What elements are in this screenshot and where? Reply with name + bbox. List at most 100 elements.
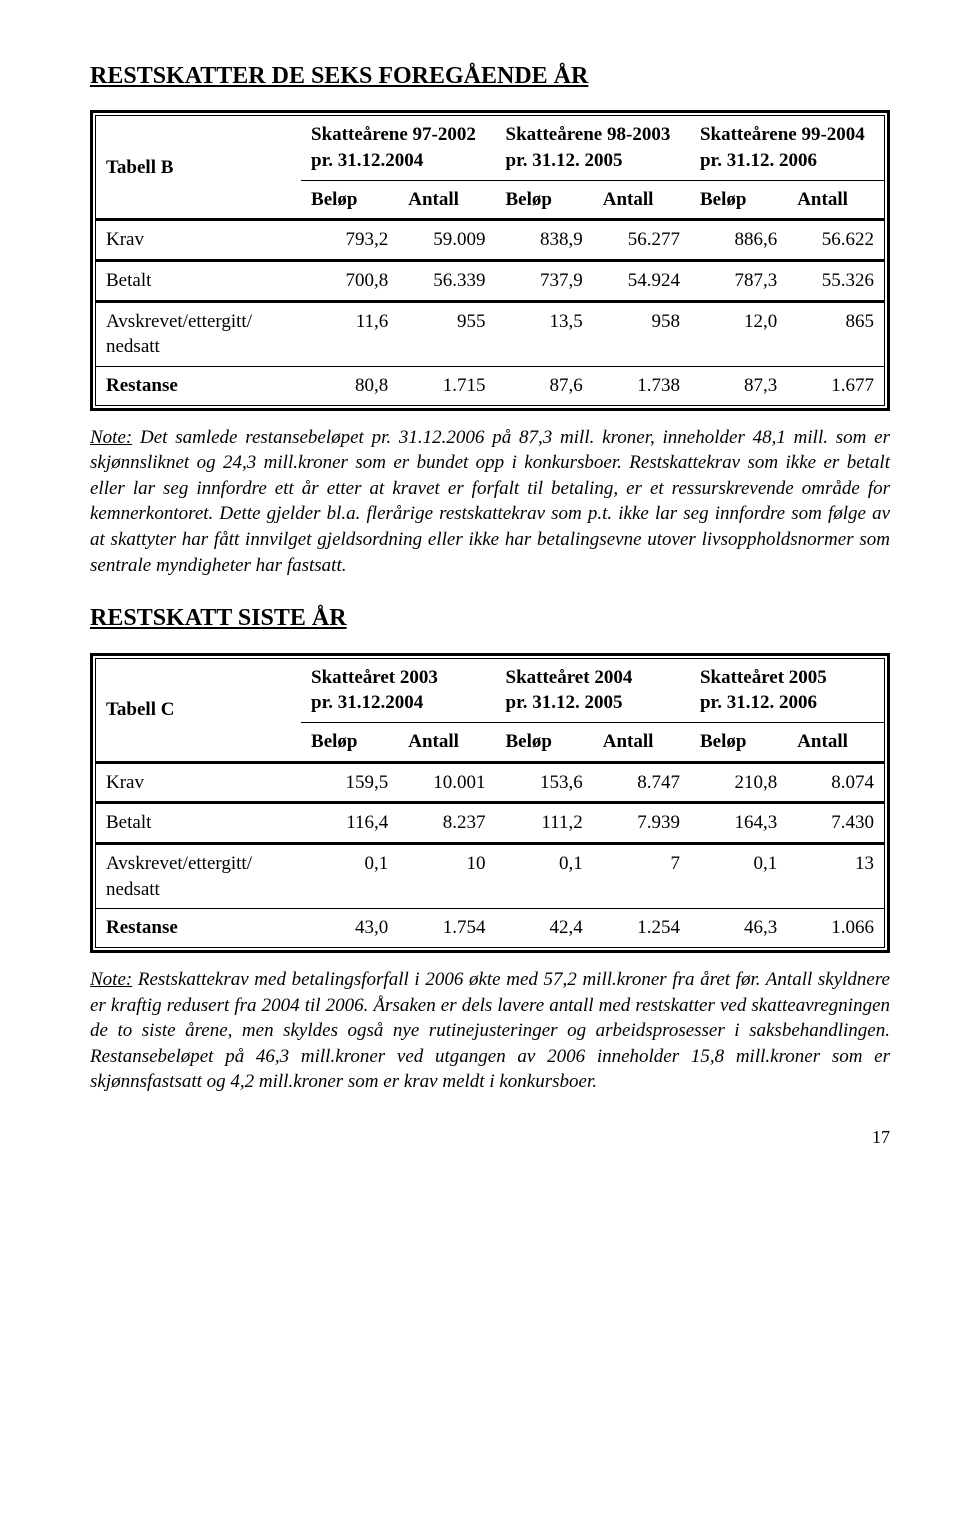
cell: 54.924 [593, 260, 690, 301]
subheader: Antall [398, 180, 495, 220]
row-label-bold: Restanse [106, 375, 178, 396]
period-col: Skatteårene 99-2004 pr. 31.12. 2006 [690, 116, 885, 180]
cell: 8.237 [398, 803, 495, 844]
cell: 8.074 [787, 762, 884, 803]
period-line1: Skatteåret 2003 [311, 667, 438, 688]
table-row: Avskrevet/ettergitt/ nedsatt 11,6 955 13… [96, 301, 885, 366]
cell: 7 [593, 843, 690, 908]
period-line1: Skatteårene 98-2003 [506, 124, 671, 145]
table-row: Avskrevet/ettergitt/ nedsatt 0,1 10 0,1 … [96, 843, 885, 908]
row-label: Betalt [96, 260, 302, 301]
period-col: Skatteåret 2003 pr. 31.12.2004 [301, 658, 495, 722]
cell: 55.326 [787, 260, 884, 301]
cell: 210,8 [690, 762, 787, 803]
period-line2: pr. 31.12.2004 [311, 150, 423, 171]
cell: 1.066 [787, 909, 884, 948]
table-c-outer: Tabell C Skatteåret 2003 pr. 31.12.2004 … [90, 653, 890, 953]
cell: 1.715 [398, 366, 495, 405]
period-line2: pr. 31.12.2004 [311, 692, 423, 713]
row-label-bold: Restanse [106, 917, 178, 938]
cell: 10.001 [398, 762, 495, 803]
period-col: Skatteåret 2005 pr. 31.12. 2006 [690, 658, 885, 722]
table-row: Krav 793,2 59.009 838,9 56.277 886,6 56.… [96, 220, 885, 261]
table-row: Betalt 116,4 8.237 111,2 7.939 164,3 7.4… [96, 803, 885, 844]
cell: 1.738 [593, 366, 690, 405]
cell: 0,1 [301, 843, 398, 908]
cell: 56.622 [787, 220, 884, 261]
table-row: Restanse 80,8 1.715 87,6 1.738 87,3 1.67… [96, 366, 885, 405]
cell: 700,8 [301, 260, 398, 301]
subheader: Antall [787, 723, 884, 763]
table-corner: Tabell B [96, 116, 302, 220]
cell: 865 [787, 301, 884, 366]
table-row: Restanse 43,0 1.754 42,4 1.254 46,3 1.06… [96, 909, 885, 948]
cell: 13,5 [496, 301, 593, 366]
period-line1: Skatteåret 2005 [700, 667, 827, 688]
cell: 955 [398, 301, 495, 366]
period-line2: pr. 31.12. 2005 [506, 150, 623, 171]
cell: 116,4 [301, 803, 398, 844]
cell: 153,6 [496, 762, 593, 803]
period-col: Skatteåret 2004 pr. 31.12. 2005 [496, 658, 690, 722]
cell: 111,2 [496, 803, 593, 844]
row-label: Restanse [96, 366, 302, 405]
row-label: Avskrevet/ettergitt/ nedsatt [96, 301, 302, 366]
subheader: Beløp [496, 180, 593, 220]
period-line1: Skatteåret 2004 [506, 667, 633, 688]
cell: 8.747 [593, 762, 690, 803]
cell: 46,3 [690, 909, 787, 948]
note-body: Restskattekrav med betalingsforfall i 20… [90, 969, 890, 1093]
subheader: Beløp [496, 723, 593, 763]
table-b: Tabell B Skatteårene 97-2002 pr. 31.12.2… [95, 115, 885, 405]
cell: 42,4 [496, 909, 593, 948]
period-line2: pr. 31.12. 2006 [700, 150, 817, 171]
table-corner: Tabell C [96, 658, 302, 762]
cell: 7.430 [787, 803, 884, 844]
cell: 12,0 [690, 301, 787, 366]
cell: 1.754 [398, 909, 495, 948]
table-row: Krav 159,5 10.001 153,6 8.747 210,8 8.07… [96, 762, 885, 803]
subheader: Beløp [690, 723, 787, 763]
cell: 56.339 [398, 260, 495, 301]
section2-title: RESTSKATT SISTE ÅR [90, 602, 890, 634]
cell: 958 [593, 301, 690, 366]
row-label: Avskrevet/ettergitt/ nedsatt [96, 843, 302, 908]
period-col: Skatteårene 98-2003 pr. 31.12. 2005 [496, 116, 690, 180]
subheader: Antall [398, 723, 495, 763]
cell: 43,0 [301, 909, 398, 948]
cell: 737,9 [496, 260, 593, 301]
cell: 838,9 [496, 220, 593, 261]
cell: 56.277 [593, 220, 690, 261]
section2-note: Note: Restskattekrav med betalingsforfal… [90, 967, 890, 1095]
cell: 7.939 [593, 803, 690, 844]
cell: 0,1 [690, 843, 787, 908]
row-label: Betalt [96, 803, 302, 844]
subheader: Beløp [301, 180, 398, 220]
note-label: Note: [90, 427, 132, 448]
cell: 787,3 [690, 260, 787, 301]
page-number: 17 [90, 1125, 890, 1149]
cell: 11,6 [301, 301, 398, 366]
cell: 793,2 [301, 220, 398, 261]
table-header-row: Tabell C Skatteåret 2003 pr. 31.12.2004 … [96, 658, 885, 722]
note-body: Det samlede restansebeløpet pr. 31.12.20… [90, 427, 890, 576]
period-col: Skatteårene 97-2002 pr. 31.12.2004 [301, 116, 495, 180]
period-line1: Skatteårene 99-2004 [700, 124, 865, 145]
table-b-outer: Tabell B Skatteårene 97-2002 pr. 31.12.2… [90, 110, 890, 410]
table-header-row: Tabell B Skatteårene 97-2002 pr. 31.12.2… [96, 116, 885, 180]
note-label: Note: [90, 969, 132, 990]
row-label: Restanse [96, 909, 302, 948]
cell: 886,6 [690, 220, 787, 261]
cell: 87,6 [496, 366, 593, 405]
row-label: Krav [96, 762, 302, 803]
cell: 10 [398, 843, 495, 908]
subheader: Antall [593, 723, 690, 763]
row-label: Krav [96, 220, 302, 261]
cell: 0,1 [496, 843, 593, 908]
cell: 87,3 [690, 366, 787, 405]
period-line1: Skatteårene 97-2002 [311, 124, 476, 145]
cell: 59.009 [398, 220, 495, 261]
table-c: Tabell C Skatteåret 2003 pr. 31.12.2004 … [95, 658, 885, 948]
cell: 80,8 [301, 366, 398, 405]
cell: 1.677 [787, 366, 884, 405]
